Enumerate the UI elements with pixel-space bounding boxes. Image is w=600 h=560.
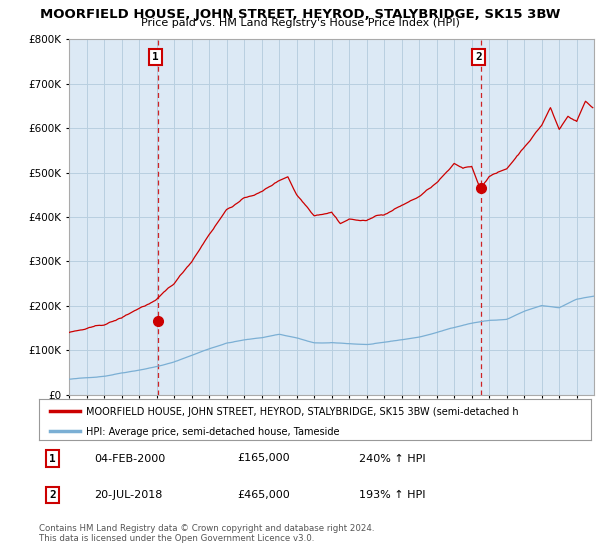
Text: £165,000: £165,000 (238, 454, 290, 464)
Text: 193% ↑ HPI: 193% ↑ HPI (359, 490, 425, 500)
Text: 2: 2 (49, 490, 56, 500)
Text: Contains HM Land Registry data © Crown copyright and database right 2024.: Contains HM Land Registry data © Crown c… (39, 524, 374, 533)
Text: 240% ↑ HPI: 240% ↑ HPI (359, 454, 426, 464)
Text: MOORFIELD HOUSE, JOHN STREET, HEYROD, STALYBRIDGE, SK15 3BW (semi-detached h: MOORFIELD HOUSE, JOHN STREET, HEYROD, ST… (86, 407, 518, 417)
Text: HPI: Average price, semi-detached house, Tameside: HPI: Average price, semi-detached house,… (86, 427, 340, 437)
Text: This data is licensed under the Open Government Licence v3.0.: This data is licensed under the Open Gov… (39, 534, 314, 543)
Text: 04-FEB-2000: 04-FEB-2000 (94, 454, 166, 464)
Text: 1: 1 (152, 52, 159, 62)
Text: 2: 2 (475, 52, 482, 62)
Text: 1: 1 (49, 454, 56, 464)
Text: £465,000: £465,000 (238, 490, 290, 500)
Text: MOORFIELD HOUSE, JOHN STREET, HEYROD, STALYBRIDGE, SK15 3BW: MOORFIELD HOUSE, JOHN STREET, HEYROD, ST… (40, 8, 560, 21)
Text: 20-JUL-2018: 20-JUL-2018 (94, 490, 163, 500)
Text: Price paid vs. HM Land Registry's House Price Index (HPI): Price paid vs. HM Land Registry's House … (140, 18, 460, 28)
